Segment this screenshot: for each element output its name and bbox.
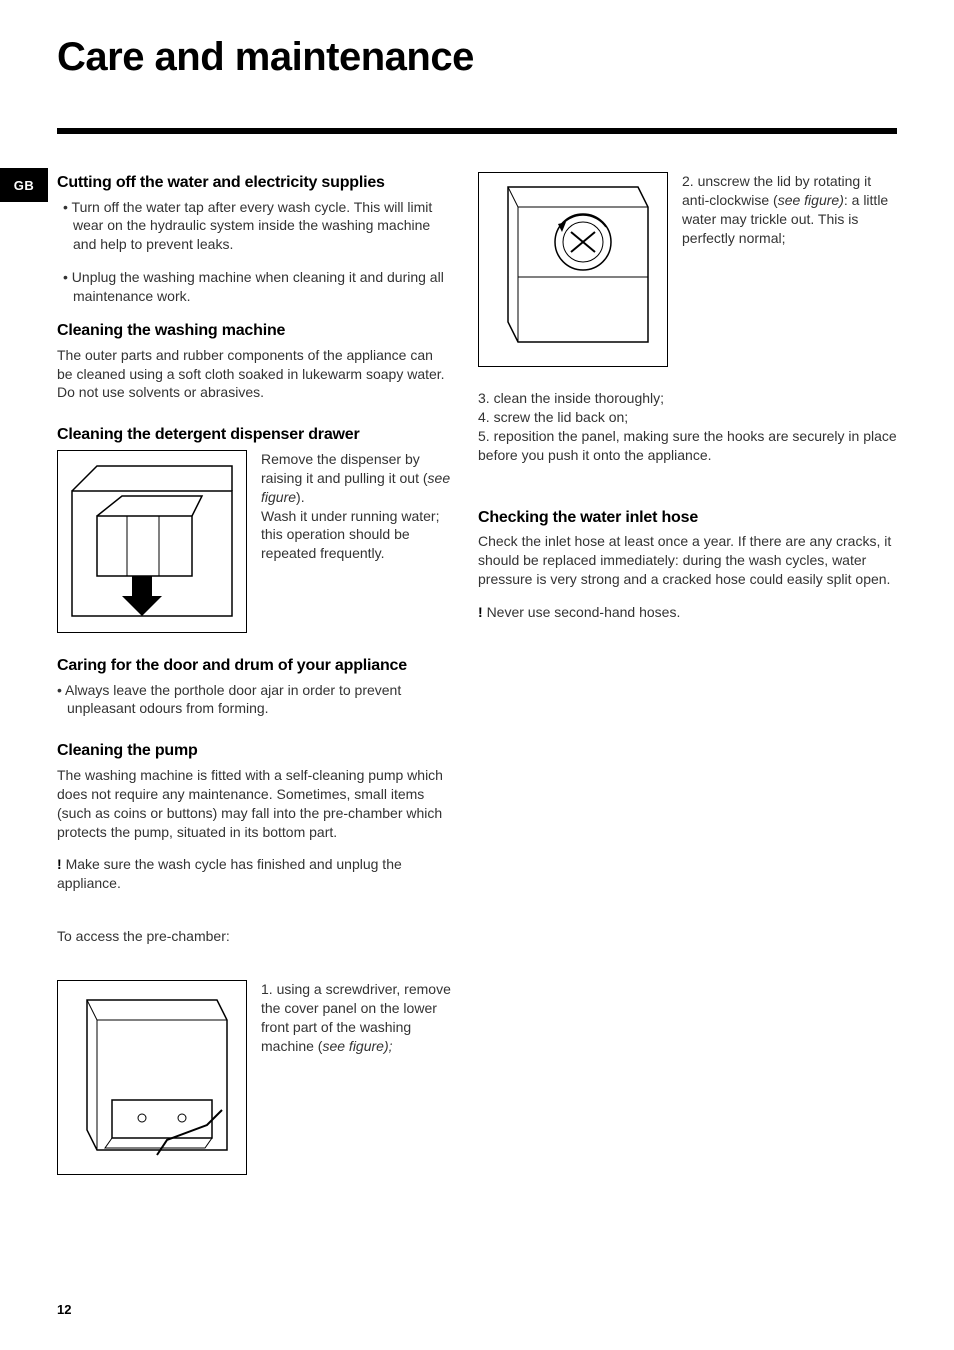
body-text: Wash it under running water; this operat…	[261, 508, 439, 562]
body-text: 4. screw the lid back on;	[478, 408, 898, 427]
body-text: 3. clean the inside thoroughly;	[478, 389, 898, 408]
section-heading-supplies: Cutting off the water and electricity su…	[57, 172, 452, 194]
section-heading-inlet-hose: Checking the water inlet hose	[478, 507, 898, 529]
list-item: Unplug the washing machine when cleaning…	[57, 268, 452, 306]
page-title: Care and maintenance	[57, 35, 474, 80]
figure-caption-text: 1. using a screwdriver, remove the cover…	[261, 980, 452, 1175]
body-text: Check the inlet hose at least once a yea…	[478, 532, 898, 589]
body-text: The outer parts and rubber components of…	[57, 346, 452, 403]
body-text: );	[384, 1038, 393, 1054]
body-text: The washing machine is fitted with a sel…	[57, 766, 452, 842]
figure-text-block: Remove the dispenser by raising it and p…	[57, 450, 452, 633]
language-badge: GB	[0, 168, 48, 202]
list-item: Always leave the porthole door ajar in o…	[57, 681, 452, 719]
unscrew-lid-figure	[478, 172, 668, 367]
drawer-icon	[67, 461, 237, 621]
body-text: Remove the dispenser by raising it and p…	[261, 451, 428, 486]
section-heading-detergent-drawer: Cleaning the detergent dispenser drawer	[57, 424, 452, 446]
figure-text-block: 1. using a screwdriver, remove the cover…	[57, 980, 452, 1175]
warning-text: Never use second-hand hoses.	[478, 603, 898, 622]
body-text: 5. reposition the panel, making sure the…	[478, 427, 898, 465]
italic-ref: see figure	[778, 192, 839, 208]
title-divider	[57, 128, 897, 134]
cover-panel-figure	[57, 980, 247, 1175]
right-column: 2. unscrew the lid by rotating it anti-c…	[478, 172, 898, 636]
figure-caption-text: Remove the dispenser by raising it and p…	[261, 450, 452, 633]
italic-ref: see figure	[322, 1038, 383, 1054]
section-heading-pump: Cleaning the pump	[57, 740, 452, 762]
body-text: ).	[296, 489, 305, 505]
list-item: Turn off the water tap after every wash …	[57, 198, 452, 255]
left-column: Cutting off the water and electricity su…	[57, 172, 452, 1189]
detergent-drawer-figure	[57, 450, 247, 633]
supplies-bullet-list: Turn off the water tap after every wash …	[57, 198, 452, 306]
lid-icon	[488, 182, 658, 357]
figure-caption-text: 2. unscrew the lid by rotating it anti-c…	[682, 172, 898, 367]
body-text: To access the pre-chamber:	[57, 927, 452, 946]
section-heading-door-drum: Caring for the door and drum of your app…	[57, 655, 452, 677]
figure-text-block: 2. unscrew the lid by rotating it anti-c…	[478, 172, 898, 367]
warning-text: Make sure the wash cycle has finished an…	[57, 855, 452, 893]
section-heading-cleaning-machine: Cleaning the washing machine	[57, 320, 452, 342]
panel-icon	[67, 990, 237, 1165]
page-number: 12	[57, 1302, 71, 1317]
